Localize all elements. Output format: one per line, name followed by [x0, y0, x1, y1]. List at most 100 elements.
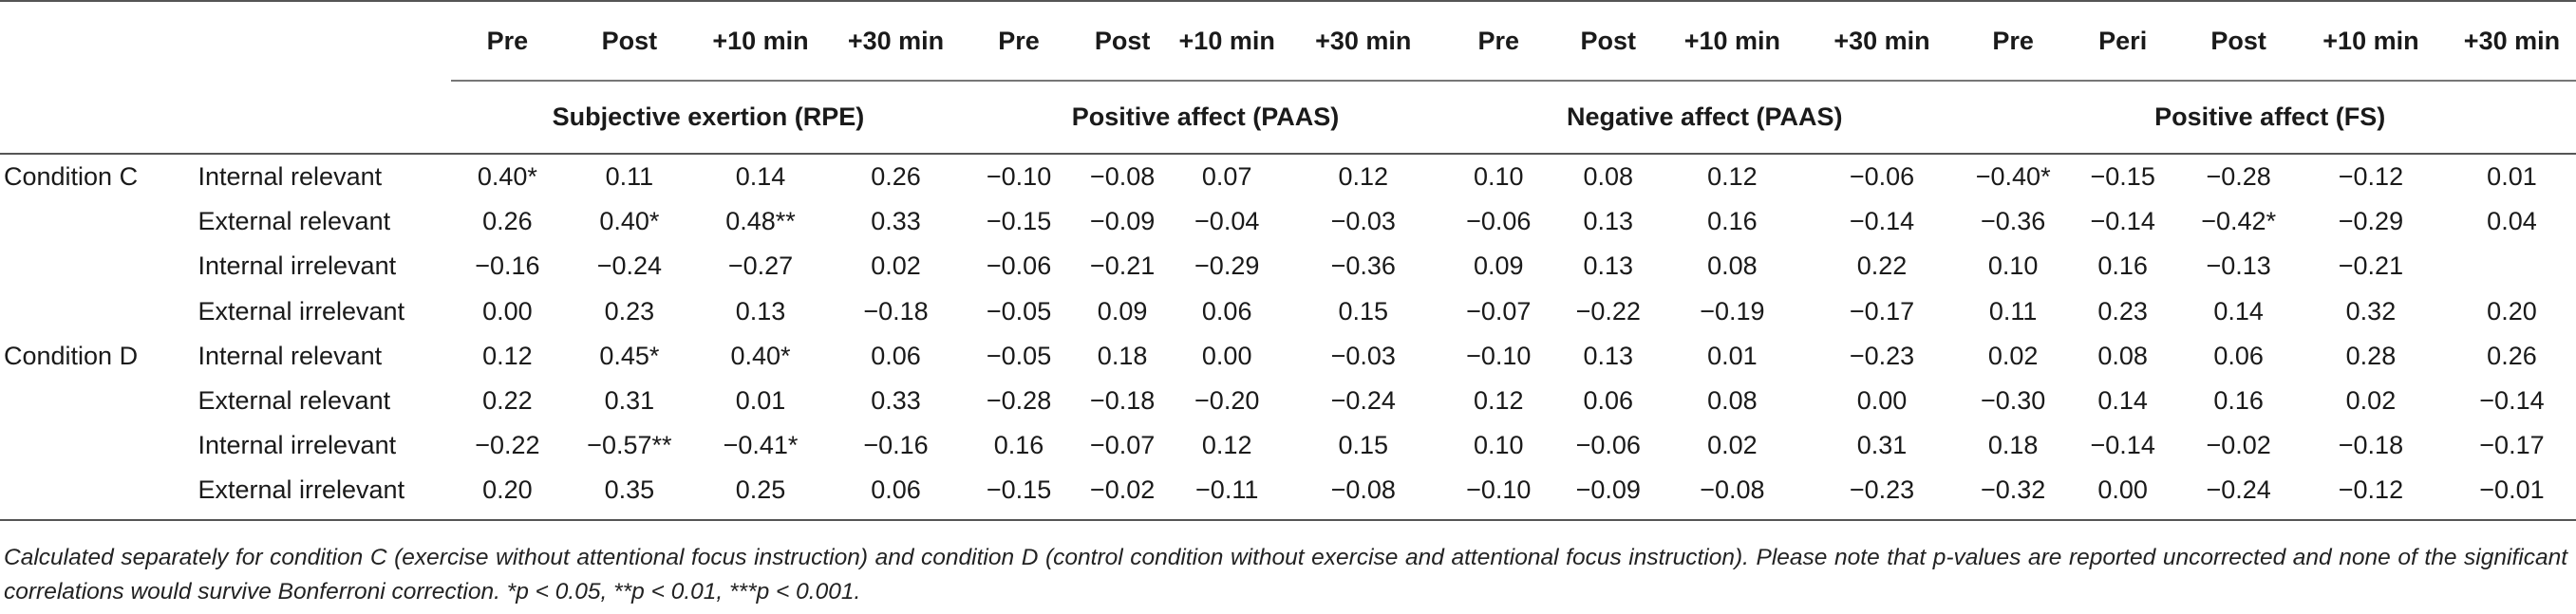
- table-cell: 0.08: [2097, 341, 2148, 370]
- table-cell: −0.10: [1466, 475, 1532, 505]
- table-cell: −0.18: [2338, 431, 2404, 460]
- table-cell: 0.06: [871, 475, 921, 505]
- table-cell: 0.22: [482, 386, 533, 416]
- table-cell: 0.23: [2097, 296, 2148, 326]
- correlation-table: Pre Post +10 min +30 min Pre Post +10 mi…: [0, 0, 2576, 521]
- table-cell: 0.14: [2097, 386, 2148, 416]
- table-cell: −0.21: [1089, 251, 1156, 281]
- table-cell: −0.24: [1330, 386, 1396, 416]
- condition-label: [0, 423, 186, 468]
- table-cell: 0.02: [871, 251, 921, 281]
- table-cell: −0.03: [1330, 341, 1396, 370]
- table-cell: −0.04: [1194, 207, 1260, 236]
- table-cell: −0.12: [2338, 475, 2404, 505]
- col-header: Post: [601, 26, 658, 55]
- table-footnote: Calculated separately for condition C (e…: [4, 545, 2567, 605]
- table-cell: 0.16: [2097, 251, 2148, 281]
- col-header: Pre: [1992, 26, 2034, 55]
- table-cell: 0.02: [2345, 386, 2397, 416]
- table-cell: 0.04: [2487, 207, 2537, 236]
- table-cell: 0.14: [735, 162, 786, 192]
- table-cell: 0.13: [1583, 251, 1634, 281]
- table-cell: −0.09: [1089, 207, 1156, 236]
- table-cell: 0.13: [1583, 341, 1634, 370]
- table-cell: −0.41*: [723, 431, 799, 460]
- table-cell: −0.36: [1981, 207, 2046, 236]
- table-cell: −0.16: [863, 431, 929, 460]
- table-row: External relevant 0.22 0.31 0.01 0.33 −0.28 −0…: [0, 379, 2576, 423]
- col-header: Peri: [2098, 26, 2148, 55]
- table-cell: 0.25: [735, 475, 786, 505]
- table-cell: 0.35: [604, 475, 655, 505]
- table-cell: 0.40*: [730, 341, 791, 370]
- table-cell: −0.17: [2479, 431, 2545, 460]
- table-cell: −0.08: [1330, 475, 1396, 505]
- table-cell: 0.11: [605, 162, 654, 192]
- variable-label: External relevant: [197, 386, 391, 416]
- table-cell: −0.09: [1575, 475, 1641, 505]
- col-header: Pre: [1477, 26, 1520, 55]
- condition-label: [0, 244, 186, 288]
- col-header: +30 min: [2463, 26, 2561, 55]
- table-cell: 0.16: [2213, 386, 2264, 416]
- table-cell: −0.21: [2338, 251, 2404, 281]
- table-cell: 0.01: [2487, 162, 2537, 192]
- table-cell: 0.11: [1988, 296, 2038, 326]
- col-header: +10 min: [712, 26, 809, 55]
- table-cell: −0.28: [2206, 162, 2271, 192]
- table-cell: 0.09: [1473, 251, 1524, 281]
- table-cell: −0.20: [1194, 386, 1260, 416]
- table-cell: 0.31: [1856, 431, 1908, 460]
- table-cell: −0.13: [2206, 251, 2271, 281]
- table-cell: 0.10: [1987, 251, 2039, 281]
- variable-label: External relevant: [197, 207, 391, 236]
- table-cell: 0.33: [871, 386, 921, 416]
- variable-label: External irrelevant: [197, 475, 405, 505]
- table-cell: −0.40*: [1975, 162, 2051, 192]
- group-header-fs: Positive affect (FS): [1964, 80, 2576, 154]
- variable-label: External irrelevant: [197, 296, 405, 326]
- table-cell: 0.12: [1707, 162, 1758, 192]
- table-cell: 0.00: [1201, 341, 1252, 370]
- table-cell: −0.19: [1700, 296, 1765, 326]
- table-cell: 0.15: [1338, 296, 1389, 326]
- table-cell: −0.02: [2206, 431, 2271, 460]
- table-cell: 0.10: [1473, 162, 1524, 192]
- col-header: +30 min: [847, 26, 945, 55]
- table-cell: 0.06: [2213, 341, 2264, 370]
- table-cell: −0.36: [1330, 251, 1396, 281]
- col-header: Post: [2210, 26, 2266, 55]
- table-cell: −0.24: [2206, 475, 2271, 505]
- table-cell: 0.45*: [599, 341, 660, 370]
- table-cell: −0.06: [986, 251, 1052, 281]
- table-cell: −0.14: [2479, 386, 2545, 416]
- table-cell: 0.01: [1707, 341, 1758, 370]
- table-cell: −0.01: [2479, 475, 2545, 505]
- table-cell: 0.00: [482, 296, 533, 326]
- table-cell: −0.08: [1700, 475, 1765, 505]
- table-cell: 0.02: [1987, 341, 2039, 370]
- table-cell: 0.18: [1097, 341, 1148, 370]
- table-cell: 0.06: [871, 341, 921, 370]
- table-cell: 0.22: [1856, 251, 1908, 281]
- table-cell: 0.20: [2487, 296, 2537, 326]
- table-cell: 0.26: [2487, 341, 2537, 370]
- table-cell: 0.16: [1707, 207, 1758, 236]
- table-cell: 0.00: [1856, 386, 1908, 416]
- table-cell: 0.32: [2345, 296, 2397, 326]
- table-cell: −0.08: [1089, 162, 1156, 192]
- col-header: Pre: [486, 26, 529, 55]
- table-cell: 0.13: [735, 296, 786, 326]
- column-header-row: Pre Post +10 min +30 min Pre Post +10 mi…: [0, 2, 2576, 81]
- table-cell: −0.06: [1849, 162, 1915, 192]
- col-header: Pre: [998, 26, 1040, 55]
- table-row: External relevant 0.26 0.40* 0.48** 0.33 −0.1…: [0, 199, 2576, 244]
- table-cell: −0.12: [2338, 162, 2404, 192]
- table-cell: −0.06: [1466, 207, 1532, 236]
- col-header: +10 min: [1683, 26, 1781, 55]
- table-cell: 0.08: [1707, 251, 1758, 281]
- table-cell: 0.28: [2345, 341, 2397, 370]
- table-row: External irrelevant 0.20 0.35 0.25 0.06 −0.15…: [0, 468, 2576, 512]
- table-row: Condition D Internal relevant 0.12 0.45* 0.4…: [0, 334, 2576, 379]
- table-cell: −0.14: [2090, 207, 2155, 236]
